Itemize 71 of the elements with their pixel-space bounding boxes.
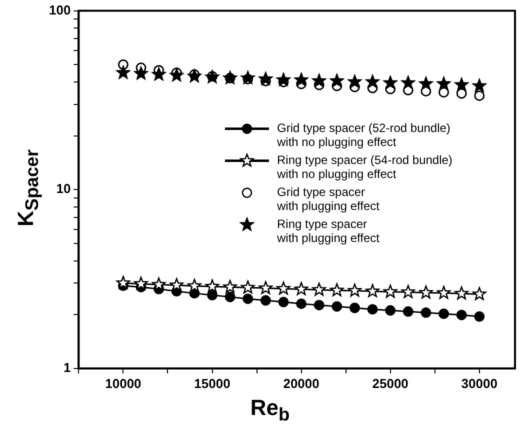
- x-tick-label: 30000: [461, 376, 498, 391]
- point: [205, 279, 220, 292]
- point: [366, 284, 380, 298]
- point: [348, 74, 362, 88]
- point: [276, 72, 290, 86]
- point: [401, 284, 415, 298]
- point: [384, 76, 398, 89]
- point: [330, 283, 344, 296]
- point: [116, 66, 130, 79]
- point: [134, 276, 148, 290]
- point: [384, 284, 398, 298]
- point: [224, 292, 236, 302]
- point: [474, 90, 485, 101]
- point: [241, 280, 255, 294]
- point: [402, 306, 414, 317]
- point: [472, 287, 486, 300]
- point: [472, 78, 486, 92]
- point: [332, 301, 342, 312]
- y-tick-label: 100: [48, 2, 71, 18]
- point: [454, 286, 468, 300]
- point: [438, 87, 450, 98]
- point: [312, 74, 326, 87]
- point: [385, 305, 396, 316]
- point: [188, 69, 202, 82]
- point: [314, 300, 324, 310]
- point: [294, 282, 308, 296]
- point: [420, 307, 432, 318]
- point: [419, 76, 433, 90]
- point: [456, 310, 467, 320]
- point: [474, 311, 485, 322]
- point: [152, 67, 166, 80]
- point: [188, 278, 202, 292]
- x-tick-label: 25000: [372, 376, 408, 391]
- x-tick-label: 20000: [283, 376, 320, 391]
- point: [207, 290, 218, 300]
- legend-label: Ring type spacer (54-rod bundle) with no plugging effect: [276, 153, 452, 182]
- point: [223, 280, 237, 293]
- point: [349, 302, 360, 314]
- point: [436, 76, 451, 90]
- point: [278, 296, 289, 308]
- point: [312, 282, 326, 296]
- point: [367, 304, 378, 315]
- y-tick-label: 1: [63, 360, 71, 375]
- point: [260, 295, 271, 306]
- point: [258, 72, 273, 85]
- point: [401, 76, 415, 89]
- point: [436, 286, 451, 299]
- point: [366, 74, 380, 88]
- legend-label: Ring type spacer with plugging effect: [276, 217, 380, 246]
- point: [242, 294, 254, 304]
- point: [294, 72, 308, 86]
- x-tick-label: 15000: [194, 376, 230, 391]
- point: [152, 278, 166, 291]
- point: [241, 71, 255, 84]
- legend-label: Grid type spacer with plugging effect: [276, 185, 380, 214]
- y-tick-label: 10: [56, 181, 71, 196]
- point: [330, 74, 344, 87]
- point: [134, 66, 148, 80]
- x-axis-title: Re$_{b}$: [250, 395, 290, 426]
- point: [438, 308, 450, 320]
- point: [456, 88, 467, 99]
- point: [419, 286, 433, 299]
- x-tick-label: 10000: [105, 376, 142, 391]
- point: [116, 276, 130, 289]
- legend-label: Grid type spacer (52-rod bundle) with no plugging effect: [276, 121, 450, 150]
- point: [276, 282, 290, 295]
- point: [296, 298, 307, 309]
- point: [170, 68, 184, 82]
- point: [348, 284, 362, 297]
- point: [454, 78, 468, 91]
- point: [258, 281, 273, 294]
